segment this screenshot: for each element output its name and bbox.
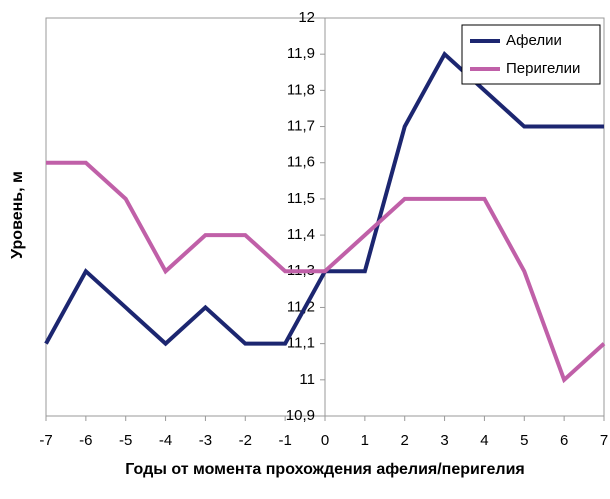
x-tick-label: -6 xyxy=(79,432,92,449)
x-tick-label: -7 xyxy=(39,432,52,449)
y-tick-label: 11 xyxy=(299,371,315,388)
y-tick-label: 11,5 xyxy=(287,190,315,207)
x-tick-label: 4 xyxy=(480,432,488,449)
y-axis-title: Уровень, м xyxy=(9,171,26,259)
legend-box xyxy=(461,24,601,85)
y-tick-label: 12 xyxy=(298,9,315,26)
y-tick-label: 11,1 xyxy=(287,335,315,352)
x-tick-label: -3 xyxy=(199,432,212,449)
x-axis-title: Годы от момента прохождения афелия/периг… xyxy=(125,461,525,478)
x-tick-label: -1 xyxy=(278,432,291,449)
y-tick-label: 11,6 xyxy=(287,154,315,171)
x-tick-label: 1 xyxy=(361,432,369,449)
x-tick-label: 6 xyxy=(560,432,568,449)
x-tick-label: 7 xyxy=(600,432,608,449)
y-tick-label: 10,9 xyxy=(286,407,315,424)
legend-label: Афелии xyxy=(506,32,562,49)
y-tick-label: 11,8 xyxy=(287,81,315,98)
y-tick-label: 11,7 xyxy=(287,118,315,135)
y-tick-label: 11,9 xyxy=(287,45,315,62)
x-tick-label: 0 xyxy=(321,432,329,449)
legend-label: Перигелии xyxy=(506,60,580,77)
y-tick-label: 11,4 xyxy=(287,226,315,243)
x-tick-label: -2 xyxy=(239,432,252,449)
x-tick-label: -4 xyxy=(159,432,172,449)
x-tick-label: 5 xyxy=(520,432,528,449)
x-tick-label: 3 xyxy=(440,432,448,449)
x-tick-label: -5 xyxy=(119,432,132,449)
x-tick-label: 2 xyxy=(401,432,409,449)
series-line xyxy=(46,160,606,384)
